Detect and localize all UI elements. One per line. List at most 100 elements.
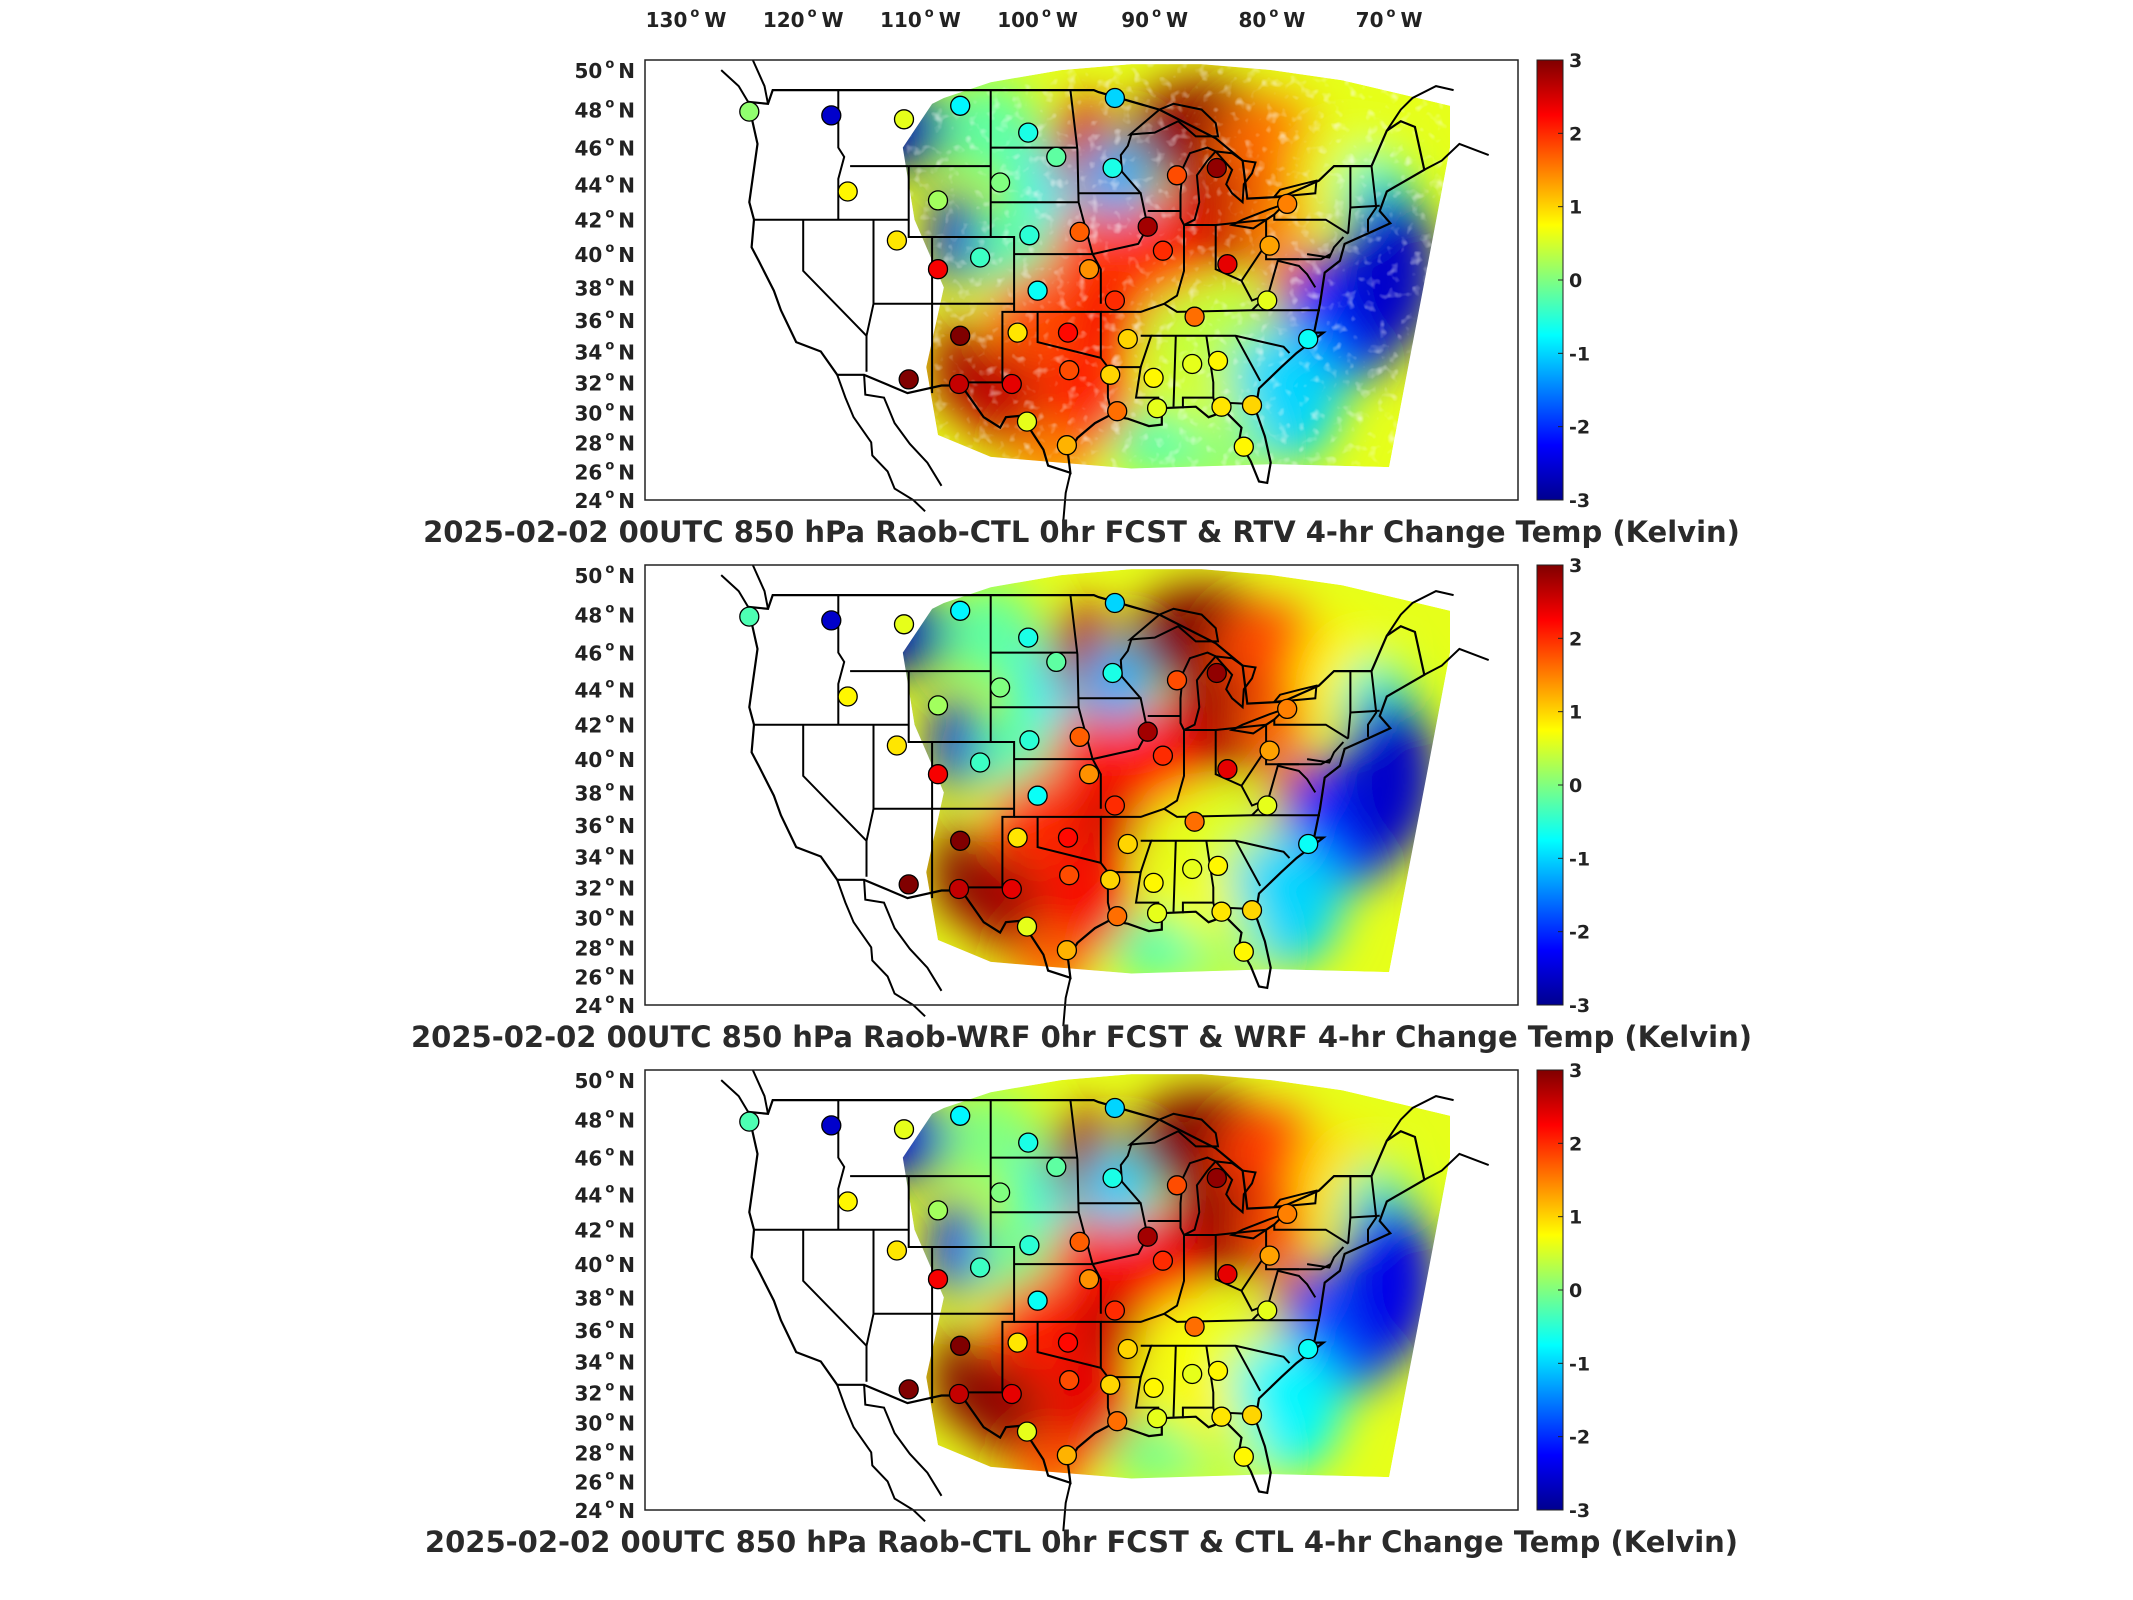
colorbar-tick-label: -3: [1569, 995, 1590, 1017]
station-marker: [927, 764, 949, 785]
colorbar-tick-label: -1: [1569, 1353, 1590, 1375]
raob-stations: [739, 1097, 1319, 1467]
x-tick-label: 100 o W: [997, 6, 1078, 32]
station-marker: [1001, 878, 1022, 900]
state-border: [837, 1100, 846, 1230]
station-marker: [1298, 1338, 1319, 1360]
station-marker: [1069, 726, 1090, 748]
y-tick-label: 32 o N: [574, 1379, 635, 1405]
y-tick-label: 38 o N: [574, 1284, 635, 1310]
colorbar-tick-label: 3: [1569, 555, 1582, 577]
station-marker: [1206, 157, 1227, 179]
state-border: [1100, 730, 1185, 818]
y-tick-label: 50 o N: [574, 1067, 635, 1093]
colorbar-tick-label: -2: [1569, 417, 1590, 439]
station-marker: [1056, 940, 1078, 961]
state-border: [1119, 134, 1142, 194]
station-marker: [1298, 328, 1319, 350]
state-border: [1234, 1345, 1262, 1392]
station-marker: [950, 95, 971, 116]
station-marker: [1259, 235, 1280, 256]
station-marker: [1059, 360, 1080, 381]
panel-title: 2025-02-02 00UTC 850 hPa Raob-WRF 0hr FC…: [411, 1020, 1752, 1054]
station-marker: [1152, 240, 1174, 261]
state-border: [1350, 709, 1380, 714]
panel-wrf: 50 o N 48 o N 46 o N 44 o N 42 o N 40 o N 38 o N 36 o N 34 o N 32 o N…: [411, 555, 1752, 1054]
station-marker: [1027, 785, 1048, 806]
temperature-change-field: [902, 64, 1451, 469]
state-border: [1163, 807, 1320, 818]
station-marker: [927, 259, 949, 280]
y-tick-label: 42 o N: [574, 712, 635, 738]
great-lake-shore: [1127, 102, 1220, 138]
great-lake-shore: [1213, 150, 1257, 205]
y-tick-label: 44 o N: [574, 171, 635, 197]
y-tick-label: 32 o N: [574, 369, 635, 395]
great-lake-shore: [1127, 607, 1220, 643]
station-marker: [1059, 1370, 1080, 1391]
canada-coast: [1423, 647, 1490, 676]
state-border: [802, 219, 868, 337]
station-marker: [1241, 395, 1263, 416]
station-marker: [1027, 280, 1048, 301]
station-marker: [1184, 811, 1205, 832]
y-tick-label: 34 o N: [574, 1349, 635, 1375]
y-tick-label: 24 o N: [574, 992, 635, 1018]
station-marker: [886, 735, 908, 756]
colorbar-tick-label: 1: [1569, 197, 1582, 219]
station-marker: [1166, 670, 1188, 691]
station-marker: [886, 230, 908, 251]
state-border: [837, 90, 846, 220]
station-marker: [898, 874, 919, 895]
station-marker: [989, 172, 1011, 193]
station-marker: [1166, 165, 1188, 186]
station-marker: [1241, 900, 1263, 921]
station-marker: [1207, 855, 1229, 877]
state-border: [1119, 1144, 1142, 1204]
colorbar-tick-label: 1: [1569, 702, 1582, 724]
state-border: [1014, 594, 1094, 761]
colorbar: 3 2 1 0 -1 -2 -3: [1536, 50, 1590, 512]
station-marker: [1057, 827, 1079, 848]
y-tick-label: 40 o N: [574, 241, 635, 267]
station-marker: [821, 610, 842, 631]
panel-title: 2025-02-02 00UTC 850 hPa Raob-CTL 0hr FC…: [423, 515, 1740, 549]
station-marker: [1107, 906, 1128, 927]
colorbar: 3 2 1 0 -1 -2 -3: [1536, 555, 1590, 1017]
great-lake-shore: [1213, 1160, 1257, 1215]
station-marker: [1217, 254, 1238, 275]
mexico-coast: [863, 374, 943, 487]
station-marker: [898, 369, 919, 390]
station-marker: [886, 1240, 908, 1261]
y-tick-label: 40 o N: [574, 1251, 635, 1277]
station-marker: [1117, 833, 1138, 855]
colorbar-tick-label: 3: [1569, 1060, 1582, 1082]
canada-coast: [720, 574, 749, 608]
canada-coast: [1423, 142, 1490, 171]
state-border: [802, 724, 868, 842]
raob-stations: [739, 592, 1319, 962]
colorbar-tick-label: 0: [1569, 270, 1582, 292]
state-border: [1367, 1175, 1378, 1242]
state-border: [1306, 1246, 1345, 1269]
y-tick-label: 36 o N: [574, 812, 635, 838]
station-marker: [1182, 1363, 1203, 1385]
y-tick-label: 46 o N: [574, 1145, 635, 1171]
station-marker: [1211, 1406, 1232, 1427]
canada-coast: [720, 69, 749, 103]
colorbar-tick-label: 2: [1569, 1133, 1582, 1155]
canada-coast: [1385, 590, 1454, 637]
station-marker: [1277, 698, 1298, 720]
mexico-coast: [836, 374, 926, 513]
x-tick-label: 70 o W: [1356, 6, 1423, 32]
map-frame: [644, 59, 1519, 501]
station-marker: [1001, 373, 1022, 395]
station-marker: [969, 752, 991, 773]
station-marker: [948, 373, 970, 395]
station-marker: [1078, 259, 1100, 280]
station-marker: [1146, 1408, 1168, 1429]
station-marker: [969, 1257, 991, 1278]
station-marker: [1104, 1097, 1126, 1119]
colorbar: 3 2 1 0 -1 -2 -3: [1536, 1060, 1590, 1522]
